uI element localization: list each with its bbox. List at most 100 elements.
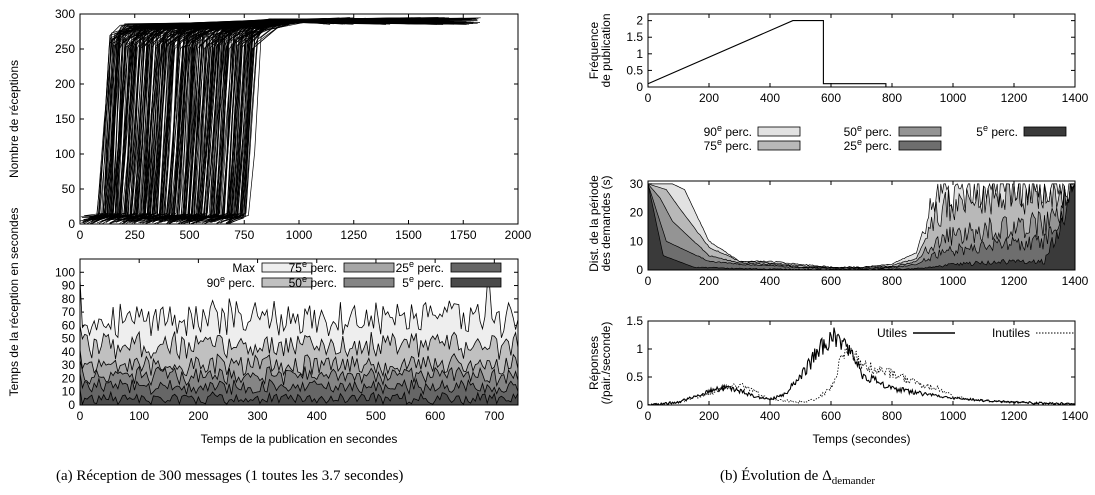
legend: 90e perc.75e perc.50e perc.25e perc.5e p…	[704, 123, 1067, 153]
y-tick-label: 10	[630, 234, 644, 248]
x-tick-label: 200	[699, 409, 719, 423]
x-tick-label: 500	[366, 409, 386, 423]
x-tick-label: 2000	[505, 228, 532, 242]
plot-frame	[647, 13, 1076, 88]
y-tick-label: 60	[62, 318, 76, 332]
y-tick-label: 2	[636, 14, 643, 28]
reception-curve	[233, 21, 378, 220]
legend-label-ordinal: e	[717, 123, 722, 133]
legend-swatch	[261, 262, 313, 273]
legend-label: 50e perc.	[289, 274, 337, 290]
y-axis-label: Dist. de la périodedes demandes (s)	[587, 175, 613, 272]
x-tick-label: 0	[645, 409, 652, 423]
y-tick-label: 0	[68, 217, 75, 231]
y-axis-label: Fréquencede publication	[587, 13, 613, 87]
chart-reception-time: 0 100 200 300 400 500 600 700010203040506070809…	[7, 208, 519, 446]
x-tick-label: 100	[129, 409, 149, 423]
reception-curve	[225, 19, 440, 224]
x-tick-label: 0	[645, 274, 652, 288]
legend-label-number: 75	[704, 139, 718, 153]
legend-label-number: 50	[844, 125, 858, 139]
legend-label: Max	[232, 261, 255, 275]
y-tick-label: 1.5	[626, 314, 643, 328]
reception-curve	[220, 19, 478, 220]
reception-time-areas	[80, 278, 518, 405]
x-tick-label: 800	[882, 409, 902, 423]
y-tick-label: 90	[62, 279, 76, 293]
y-axis-label-line: Réponses	[587, 336, 601, 390]
legend-label: Utiles	[877, 326, 907, 340]
legend-label-ordinal: e	[983, 123, 988, 133]
chart-receptions: 0 250 500 750 1000 1250 1500 1750 2000 0 50 100 150 2…	[7, 7, 532, 242]
x-tick-label: 1200	[1001, 274, 1028, 288]
legend-label-ordinal: e	[857, 137, 862, 147]
x-tick-label: 300	[248, 409, 268, 423]
caption-right: (b) Évolution de Δdemander	[720, 468, 875, 487]
y-tick-label: 50	[62, 332, 76, 346]
y-tick-label: 40	[62, 345, 76, 359]
y-tick-label: 1	[636, 342, 643, 356]
legend-label-text: perc.	[414, 276, 444, 290]
reception-curve	[224, 19, 445, 220]
y-axis-label: Nombre de réceptions	[7, 60, 21, 178]
legend: Max 75e perc. 25e perc.90e perc. 50e perc. 5…	[207, 259, 502, 290]
legend-label-text: perc.	[225, 276, 255, 290]
y-axis-label-line: Temps de la réception en secondes	[7, 208, 21, 397]
caption-right-sub: demander	[831, 475, 876, 487]
y-tick-label: 300	[55, 7, 75, 21]
legend-swatch	[450, 277, 502, 288]
plot-frame	[79, 13, 519, 225]
x-tick-label: 800	[882, 274, 902, 288]
x-tick-label: 1250	[340, 228, 367, 242]
x-tick-label: 200	[188, 409, 208, 423]
x-tick-label: 1200	[1001, 409, 1028, 423]
y-axis-label-line: (/pair./seconde)	[599, 322, 613, 405]
x-tick-label: 1500	[395, 228, 422, 242]
legend-label-number: 90	[704, 125, 718, 139]
x-tick-label: 600	[821, 409, 841, 423]
x-axis-label: Temps (secondes)	[812, 432, 910, 446]
x-tick-label: 1000	[286, 228, 313, 242]
legend-swatch	[898, 140, 942, 151]
reception-curve	[149, 20, 467, 222]
y-tick-label: 30	[62, 358, 76, 372]
x-tick-label: 400	[760, 274, 780, 288]
y-tick-label: 70	[62, 305, 76, 319]
y-tick-label: 0.5	[626, 370, 643, 384]
x-tick-label: 200	[699, 274, 719, 288]
x-tick-label: 0	[645, 91, 652, 105]
legend-swatch	[757, 126, 801, 137]
y-axis-label: Temps de la réception en secondes	[7, 208, 21, 397]
y-tick-label: 80	[62, 292, 76, 306]
caption-left: (a) Réception de 300 messages (1 toutes …	[56, 468, 404, 484]
legend-label-text: perc.	[988, 125, 1018, 139]
legend-label-number: 5	[976, 125, 983, 139]
x-tick-label: 0	[77, 228, 84, 242]
x-tick-label: 0	[77, 409, 84, 423]
x-tick-label: 400	[307, 409, 327, 423]
area-percentile-5	[80, 389, 518, 405]
receptions-lines	[80, 17, 481, 224]
y-tick-label: 200	[55, 77, 75, 91]
legend-swatch	[898, 126, 942, 137]
legend-label: 75e perc.	[704, 137, 752, 153]
y-tick-label: 0	[636, 263, 643, 277]
y-tick-label: 50	[62, 182, 76, 196]
legend-label: 5e perc.	[402, 274, 444, 290]
legend-label-text: perc.	[307, 276, 337, 290]
response-line-inutiles	[648, 347, 1075, 405]
plot-frame	[79, 258, 519, 406]
x-tick-label: 1750	[450, 228, 477, 242]
y-tick-label: 1	[636, 47, 643, 61]
legend-label: 25e perc.	[844, 137, 892, 153]
y-tick-label: 0	[68, 398, 75, 412]
legend-label-ordinal: e	[717, 137, 722, 147]
legend-label-ordinal: e	[302, 259, 307, 269]
legend-label-ordinal: e	[220, 274, 225, 284]
legend-label-ordinal: e	[302, 274, 307, 284]
legend-label-text: perc.	[862, 125, 892, 139]
x-tick-label: 800	[882, 91, 902, 105]
legend-label: 5e perc.	[976, 123, 1018, 139]
x-tick-label: 200	[699, 91, 719, 105]
